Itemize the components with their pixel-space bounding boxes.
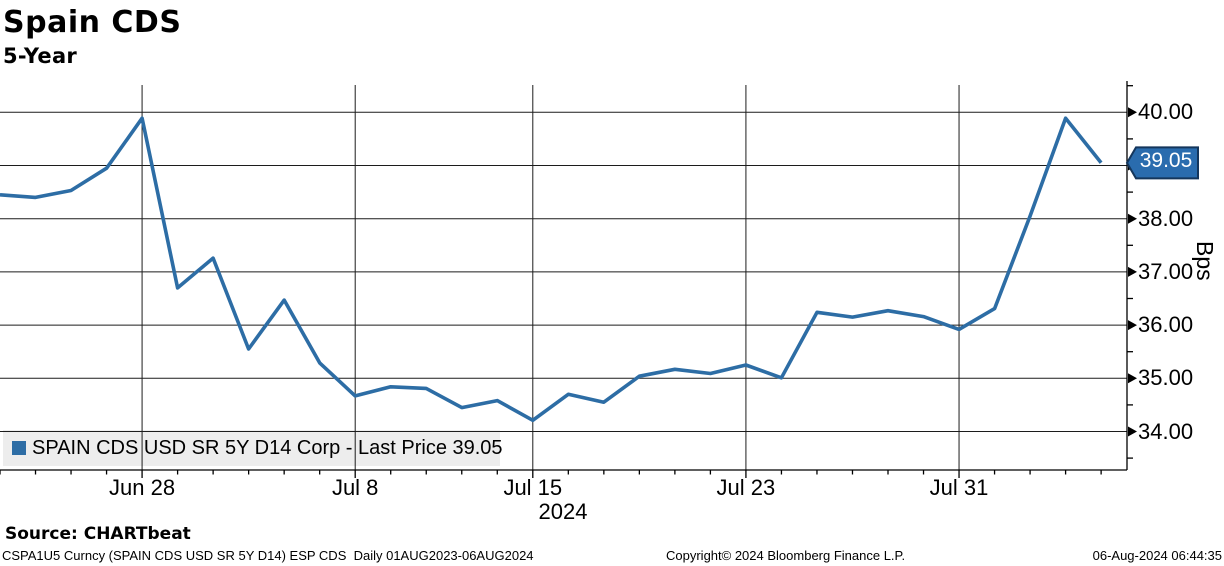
x-axis-year-label: 2024 (538, 499, 588, 524)
y-tick-label: 35.00 (1138, 365, 1194, 391)
legend-label: SPAIN CDS USD SR 5Y D14 Corp - Last Pric… (32, 436, 503, 459)
page-title: Spain CDS (3, 5, 182, 40)
y-tick-label: 38.00 (1138, 205, 1194, 231)
x-tick-label: Jul 15 (503, 475, 563, 500)
chart-timestamp: 06-Aug-2024 06:44:35 (1092, 548, 1222, 563)
last-price-badge: 39.05 (1139, 149, 1193, 172)
x-tick-label: Jun 28 (109, 475, 176, 500)
y-tick-label: 37.00 (1138, 258, 1194, 284)
ticker-description: CSPA1U5 Curncy (SPAIN CDS USD SR 5Y D14)… (2, 548, 534, 563)
chart-legend: SPAIN CDS USD SR 5Y D14 Corp - Last Pric… (3, 430, 503, 466)
legend-swatch-icon (12, 441, 26, 455)
page-subtitle: 5-Year (3, 44, 78, 68)
y-tick-label: 40.00 (1138, 99, 1194, 125)
y-tick-label: 36.00 (1138, 312, 1194, 338)
x-tick-label: Jul 8 (331, 475, 379, 500)
x-tick-label: Jul 23 (716, 475, 776, 500)
y-tick-label: 34.00 (1138, 418, 1194, 444)
x-tick-label: Jul 31 (929, 475, 989, 500)
copyright-notice: Copyright© 2024 Bloomberg Finance L.P. (666, 548, 906, 563)
source-label: Source: CHARTbeat (5, 524, 191, 544)
y-axis-unit-label: Bps (1192, 241, 1218, 281)
